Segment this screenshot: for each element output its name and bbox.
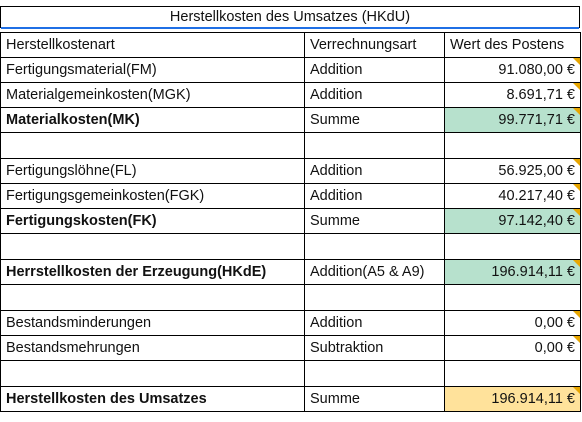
method-cell[interactable]: Addition [304,158,445,184]
table-row: Fertigungslöhne(FL) Addition 56.925,00 € [0,158,581,184]
method-cell[interactable]: Summe [304,107,445,133]
value-text: 99.771,71 € [498,112,575,128]
table-row: Fertigungsmaterial(FM) Addition 91.080,00 … [0,57,581,83]
method-cell[interactable]: Addition [304,310,445,336]
cost-type-cell[interactable] [0,360,305,387]
cost-type-cell[interactable]: Materialkosten(MK) [0,107,305,133]
header-cell-value[interactable]: Wert des Postens [444,32,581,58]
method-cell[interactable]: Subtraktion [304,335,445,361]
cost-type-cell[interactable]: Materialgemeinkosten(MGK) [0,82,305,108]
cost-type-cell[interactable]: Herrstellkosten der Erzeugung(HKdE) [0,259,305,285]
header-row: Herstellkostenart Verrechnungsart Wert d… [0,32,581,58]
sheet-title: Herstellkosten des Umsatzes (HKdU) [169,9,411,25]
value-cell[interactable]: 0,00 € [444,310,581,336]
value-text: 8.691,71 € [506,87,575,103]
cost-type-cell[interactable]: Fertigungskosten(FK) [0,208,305,234]
table-row: Fertigungsgemeinkosten(FGK) Addition 40.21… [0,183,581,209]
value-text: 0,00 € [534,340,575,356]
value-cell[interactable]: 97.142,40 € [444,208,581,234]
title-cell[interactable]: Herstellkosten des Umsatzes (HKdU) [0,6,580,29]
table-row: Herstellkosten des Umsatzes Summe 196.914,… [0,386,581,412]
value-text: 91.080,00 € [498,62,575,78]
note-marker-icon[interactable] [573,184,580,191]
note-marker-icon[interactable] [573,159,580,166]
header-cell-type[interactable]: Herstellkostenart [0,32,305,58]
value-cell[interactable]: 56.925,00 € [444,158,581,184]
note-marker-icon[interactable] [573,387,580,394]
cost-type-cell[interactable] [0,132,305,159]
note-marker-icon[interactable] [573,83,580,90]
table-row: Fertigungskosten(FK) Summe 97.142,40 € [0,208,581,234]
cost-type-cell[interactable]: Bestandsmehrungen [0,335,305,361]
table-row: Herrstellkosten der Erzeugung(HKdE) Addit… [0,259,581,285]
note-marker-icon[interactable] [573,209,580,216]
cost-type-cell[interactable]: Fertigungsmaterial(FM) [0,57,305,83]
method-cell[interactable] [304,284,445,311]
value-text: 40.217,40 € [498,188,575,204]
table-row: Materialgemeinkosten(MGK) Addition 8.691,7… [0,82,581,108]
value-cell[interactable]: 91.080,00 € [444,57,581,83]
table-row [0,284,581,311]
table-row: Bestandsmehrungen Subtraktion 0,00 € [0,335,581,361]
table-row [0,233,581,260]
cost-table: Herstellkostenart Verrechnungsart Wert d… [0,32,581,412]
value-cell[interactable]: 196.914,11 € [444,386,581,412]
note-marker-icon[interactable] [573,58,580,65]
value-cell[interactable] [444,233,581,260]
method-cell[interactable] [304,132,445,159]
note-marker-icon[interactable] [573,108,580,115]
cost-type-cell[interactable]: Herstellkosten des Umsatzes [0,386,305,412]
value-cell[interactable]: 0,00 € [444,335,581,361]
table-row: Bestandsminderungen Addition 0,00 € [0,310,581,336]
table-row [0,360,581,387]
selection-border [1,27,579,29]
header-cell-method[interactable]: Verrechnungsart [304,32,445,58]
note-marker-icon[interactable] [573,311,580,318]
cost-type-cell[interactable]: Fertigungslöhne(FL) [0,158,305,184]
method-cell[interactable]: Addition(A5 & A9) [304,259,445,285]
method-cell[interactable]: Summe [304,208,445,234]
value-cell[interactable] [444,132,581,159]
method-cell[interactable]: Addition [304,57,445,83]
method-cell[interactable] [304,233,445,260]
method-cell[interactable] [304,360,445,387]
cost-type-cell[interactable] [0,233,305,260]
value-text: 97.142,40 € [498,213,575,229]
value-cell[interactable]: 99.771,71 € [444,107,581,133]
value-cell[interactable]: 8.691,71 € [444,82,581,108]
value-text: 196.914,11 € [491,264,575,280]
table-row: Materialkosten(MK) Summe 99.771,71 € [0,107,581,133]
value-cell[interactable] [444,360,581,387]
value-cell[interactable]: 196.914,11 € [444,259,581,285]
value-text: 56.925,00 € [498,163,575,179]
note-marker-icon[interactable] [573,336,580,343]
value-cell[interactable]: 40.217,40 € [444,183,581,209]
value-cell[interactable] [444,284,581,311]
cost-type-cell[interactable]: Bestandsminderungen [0,310,305,336]
cost-type-cell[interactable]: Fertigungsgemeinkosten(FGK) [0,183,305,209]
table-row [0,132,581,159]
method-cell[interactable]: Addition [304,82,445,108]
value-text: 196.914,11 € [491,391,575,407]
note-marker-icon[interactable] [573,260,580,267]
method-cell[interactable]: Summe [304,386,445,412]
value-text: 0,00 € [534,315,575,331]
method-cell[interactable]: Addition [304,183,445,209]
cost-type-cell[interactable] [0,284,305,311]
